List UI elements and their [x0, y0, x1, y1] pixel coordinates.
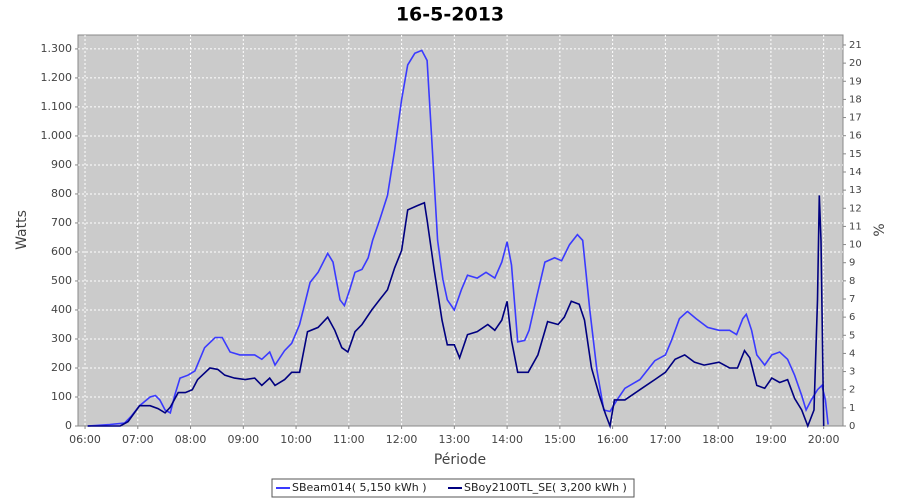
- y-tick-label: 600: [51, 245, 72, 258]
- y-tick-label: 1.100: [41, 100, 73, 113]
- y2-tick-label: 3: [849, 367, 855, 378]
- y2-tick-label: 14: [849, 167, 862, 178]
- y2-tick-label: 21: [849, 40, 862, 51]
- x-tick-label: 14:00: [491, 433, 523, 446]
- y2-axis-label: %: [872, 223, 888, 236]
- legend-label: SBoy2100TL_SE( 3,200 kWh ): [464, 481, 627, 494]
- x-tick-label: 10:00: [280, 433, 312, 446]
- y-tick-label: 1.300: [41, 42, 73, 55]
- y2-tick-label: 7: [849, 294, 855, 305]
- y-tick-label: 300: [51, 332, 72, 345]
- y2-tick-label: 17: [849, 113, 862, 124]
- y-tick-label: 500: [51, 274, 72, 287]
- y2-tick-label: 10: [849, 240, 862, 251]
- series-line: [87, 195, 825, 430]
- y-tick-label: 100: [51, 390, 72, 403]
- y-tick-label: 0: [65, 419, 72, 432]
- x-tick-label: 11:00: [333, 433, 365, 446]
- y-tick-label: 400: [51, 303, 72, 316]
- x-tick-label: 16:00: [597, 433, 629, 446]
- y2-tick-label: 15: [849, 149, 862, 160]
- y2-tick-label: 18: [849, 94, 862, 105]
- x-tick-label: 12:00: [386, 433, 418, 446]
- y2-tick-label: 4: [849, 348, 855, 359]
- y-axis-label: Watts: [14, 210, 30, 250]
- plot-area: [77, 34, 844, 427]
- x-tick-label: 19:00: [755, 433, 787, 446]
- y-tick-label: 900: [51, 158, 72, 171]
- series-line: [87, 49, 829, 427]
- y2-tick-label: 12: [849, 203, 862, 214]
- y2-tick-label: 1: [849, 403, 855, 414]
- x-tick-label: 17:00: [650, 433, 682, 446]
- y2-tick-label: 19: [849, 76, 862, 87]
- y2-tick-label: 9: [849, 258, 855, 269]
- x-tick-label: 20:00: [808, 433, 840, 446]
- x-axis-label: Période: [434, 452, 486, 468]
- y2-tick-label: 2: [849, 385, 855, 396]
- y-tick-label: 1.000: [41, 129, 73, 142]
- y-tick-label: 800: [51, 187, 72, 200]
- x-tick-label: 13:00: [438, 433, 470, 446]
- y2-tick-label: 6: [849, 312, 855, 323]
- y2-tick-label: 0: [849, 421, 855, 432]
- x-tick-label: 09:00: [227, 433, 259, 446]
- y2-tick-label: 8: [849, 276, 855, 287]
- x-tick-label: 08:00: [175, 433, 207, 446]
- y-tick-label: 700: [51, 216, 72, 229]
- y2-tick-label: 13: [849, 185, 862, 196]
- y-tick-label: 200: [51, 361, 72, 374]
- y-tick-label: 1.200: [41, 71, 73, 84]
- y2-tick-label: 16: [849, 131, 862, 142]
- x-tick-label: 07:00: [122, 433, 154, 446]
- x-tick-label: 15:00: [544, 433, 576, 446]
- x-tick-label: 18:00: [702, 433, 734, 446]
- y2-tick-label: 11: [849, 221, 862, 232]
- legend-label: SBeam014( 5,150 kWh ): [292, 481, 427, 494]
- x-tick-label: 06:00: [69, 433, 101, 446]
- y2-tick-label: 5: [849, 330, 855, 341]
- y2-tick-label: 20: [849, 58, 862, 69]
- chart-title: 16-5-2013: [396, 4, 504, 26]
